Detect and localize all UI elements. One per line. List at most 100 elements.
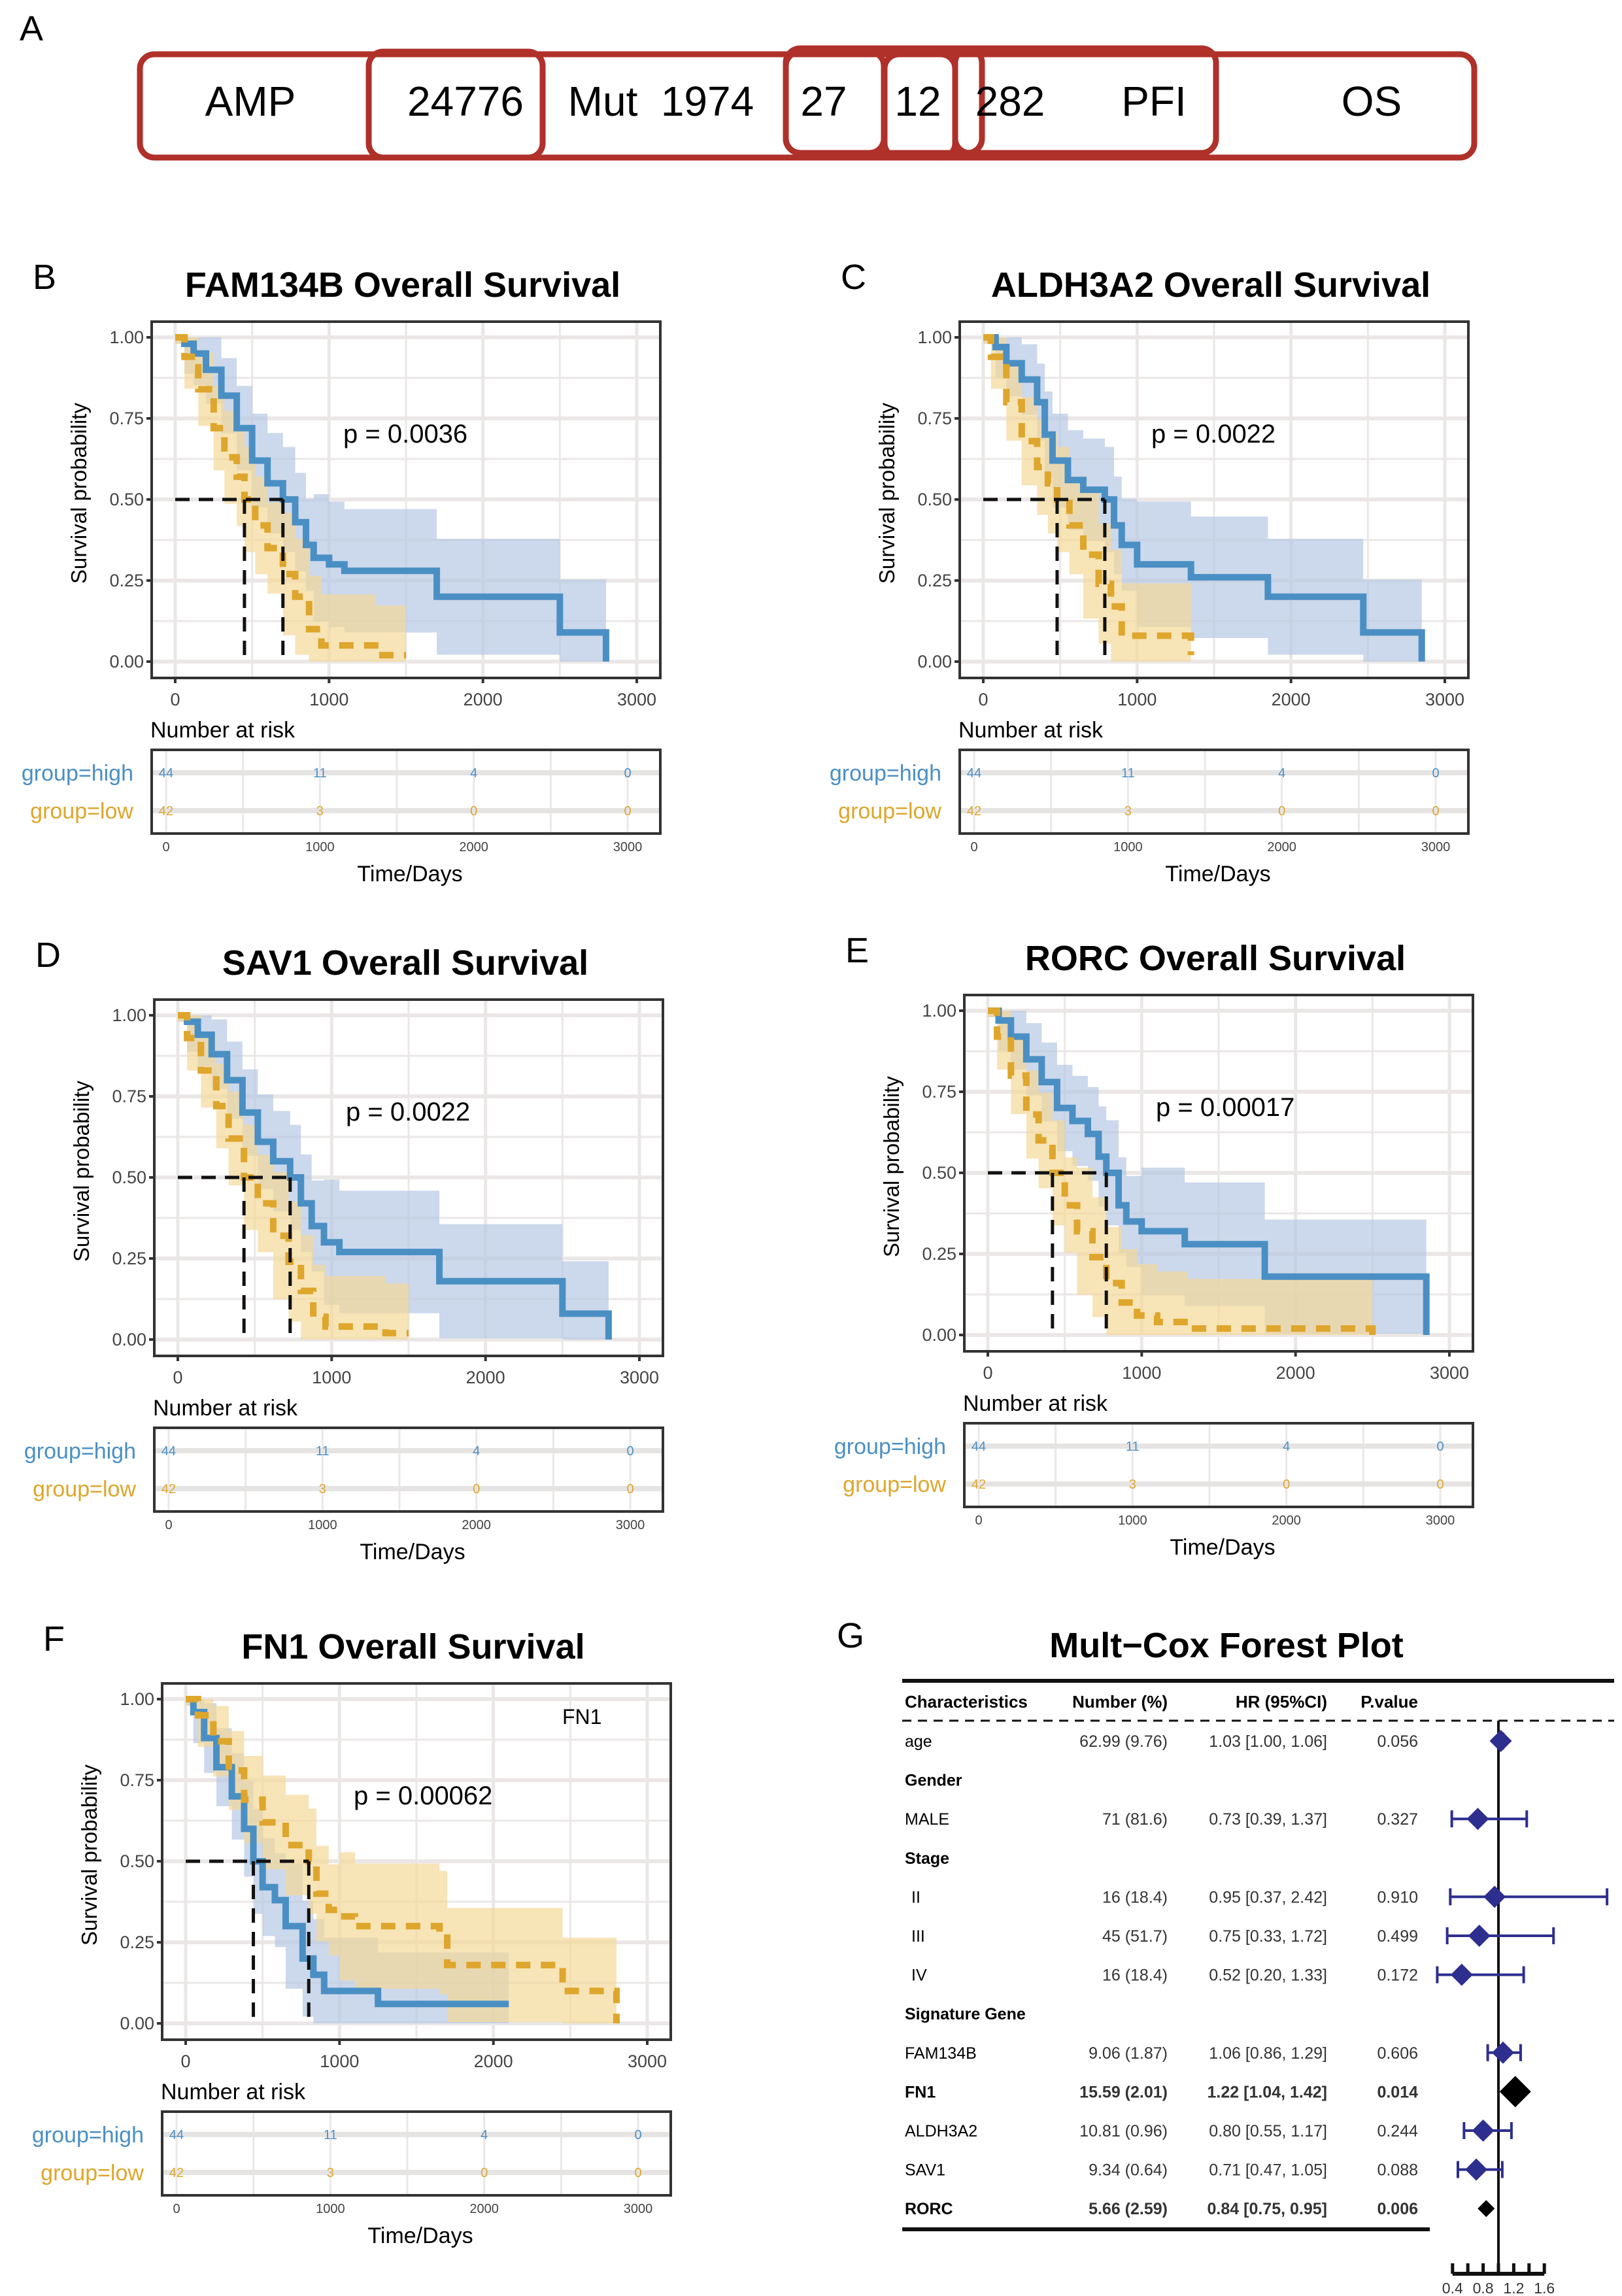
risk-count: 0: [624, 766, 631, 781]
x-tick-label: 2000: [1276, 1363, 1315, 1383]
y-tick-label: 0.00: [109, 652, 144, 671]
chart-title: RORC Overall Survival: [1025, 939, 1406, 978]
y-tick-label: 0.25: [922, 1244, 956, 1264]
row-hr: 0.52 [0.20, 1.33]: [1209, 1967, 1327, 1985]
y-tick-label: 0.25: [109, 571, 144, 590]
venn-box: [365, 48, 546, 161]
y-tick-label: 0.00: [112, 1330, 146, 1349]
y-tick-label: 0.75: [112, 1087, 146, 1106]
survival-curve-high: [175, 334, 609, 662]
risk-table-border: [958, 749, 1470, 835]
risk-table-border: [963, 1422, 1474, 1508]
panel-letter: B: [33, 258, 56, 297]
hr-diamond: [1483, 1885, 1506, 1908]
ci-band-low: [175, 337, 406, 662]
risk-table-area: [152, 750, 660, 834]
y-tick-label: 1.00: [120, 1689, 154, 1709]
risk-x-axis-label: Time/Days: [1170, 1535, 1275, 1560]
risk-x-tick-label: 2000: [462, 1518, 491, 1532]
group-header: Signature Gene: [905, 2005, 1026, 2023]
hr-diamond: [1468, 1925, 1491, 1947]
risk-count: 0: [634, 2128, 641, 2142]
y-tick-label: 1.00: [922, 1001, 956, 1021]
group-header: Gender: [905, 1772, 962, 1790]
row-number: 71 (81.6): [1102, 1810, 1168, 1829]
risk-count: 11: [313, 766, 327, 781]
risk-count: 0: [626, 1482, 634, 1496]
x-tick-label: 1000: [320, 2051, 359, 2071]
risk-x-tick-label: 0: [975, 1513, 982, 1528]
row-hr: 0.95 [0.37, 2.42]: [1209, 1888, 1327, 1906]
chart-title: ALDH3A2 Overall Survival: [991, 265, 1430, 305]
survival-curve-low: [175, 334, 406, 659]
p-value-label: p = 0.0036: [343, 420, 467, 448]
risk-count: 3: [1129, 1477, 1136, 1492]
x-tick-label: 2000: [464, 690, 503, 709]
km-panel-d: D SAV1 Overall Survival 0.00 0.25 0.50 0.75 1.…: [24, 936, 664, 1564]
risk-count: 0: [470, 804, 477, 819]
x-tick-label: 1000: [312, 1368, 351, 1387]
risk-count: 0: [1283, 1477, 1290, 1492]
row-label: II: [911, 1888, 921, 1906]
risk-x-tick-label: 0: [970, 840, 977, 854]
y-tick-label: 0.50: [109, 490, 144, 509]
risk-count: 4: [481, 2128, 488, 2142]
x-tick-label: 2000: [474, 2051, 513, 2071]
risk-row-label: group=high: [830, 761, 941, 786]
survival-curve-high: [988, 1007, 1430, 1335]
panel-letter: A: [20, 9, 43, 48]
ci-band-low: [186, 1699, 617, 2023]
km-panel-c: C ALDH3A2 Overall Survival 0.00 0.25 0.50 0.7…: [830, 258, 1470, 886]
row-hr: 0.71 [0.47, 1.05]: [1209, 2161, 1327, 2180]
row-pvalue: 0.014: [1377, 2083, 1418, 2101]
row-number: 9.06 (1.87): [1089, 2044, 1168, 2063]
risk-count: 0: [624, 804, 631, 819]
plot-annotation: FN1: [562, 1705, 601, 1729]
risk-count: 44: [967, 766, 981, 781]
risk-table-title: Number at risk: [963, 1391, 1108, 1416]
chart-title: Mult−Cox Forest Plot: [1049, 1626, 1404, 1665]
risk-table-border: [161, 2110, 672, 2197]
risk-count: 42: [967, 804, 981, 819]
column-header: HR (95%CI): [1236, 1692, 1327, 1712]
y-tick-label: 0.00: [922, 1325, 956, 1345]
risk-row-label: group=high: [22, 761, 133, 786]
survival-curve-high: [983, 334, 1425, 662]
x-tick-label: 1000: [309, 690, 348, 709]
row-hr: 1.06 [0.86, 1.29]: [1209, 2044, 1327, 2063]
risk-x-tick-label: 2000: [469, 2202, 499, 2216]
hr-diamond: [1478, 2200, 1495, 2218]
risk-x-tick-label: 1000: [305, 840, 335, 854]
row-pvalue: 0.172: [1377, 1967, 1418, 1985]
hr-diamond: [1489, 1730, 1512, 1752]
panel-a-label: 1974: [661, 78, 754, 125]
risk-row-label: group=high: [834, 1434, 946, 1459]
risk-count: 3: [1124, 804, 1132, 819]
risk-count: 44: [169, 2128, 184, 2142]
panel-a-label: 27: [800, 78, 847, 125]
row-pvalue: 0.088: [1377, 2161, 1418, 2180]
row-label: FN1: [905, 2083, 936, 2101]
risk-x-axis-label: Time/Days: [367, 2223, 473, 2248]
risk-count: 0: [481, 2166, 488, 2180]
y-tick-label: 0.50: [112, 1168, 146, 1187]
column-header: Characteristics: [905, 1692, 1028, 1712]
y-axis-label: Survival probability: [67, 403, 91, 584]
hr-diamond: [1492, 2041, 1515, 2064]
risk-table-title: Number at risk: [161, 2080, 306, 2104]
risk-table-title: Number at risk: [958, 718, 1104, 743]
y-tick-label: 0.00: [120, 2014, 154, 2033]
row-pvalue: 0.910: [1377, 1888, 1418, 1906]
panel-a-label: Mut: [568, 78, 638, 125]
risk-x-tick-label: 3000: [1421, 840, 1451, 854]
y-tick-label: 0.25: [120, 1933, 154, 1952]
row-pvalue: 0.056: [1377, 1732, 1418, 1751]
x-tick-label: 0: [983, 1363, 992, 1383]
row-label: SAV1: [905, 2161, 945, 2180]
risk-count: 4: [1283, 1440, 1290, 1454]
risk-count: 4: [1278, 766, 1285, 781]
risk-row-label: group=high: [24, 1439, 136, 1464]
panel-a-label: AMP: [205, 78, 296, 125]
row-number: 62.99 (9.76): [1079, 1732, 1168, 1751]
